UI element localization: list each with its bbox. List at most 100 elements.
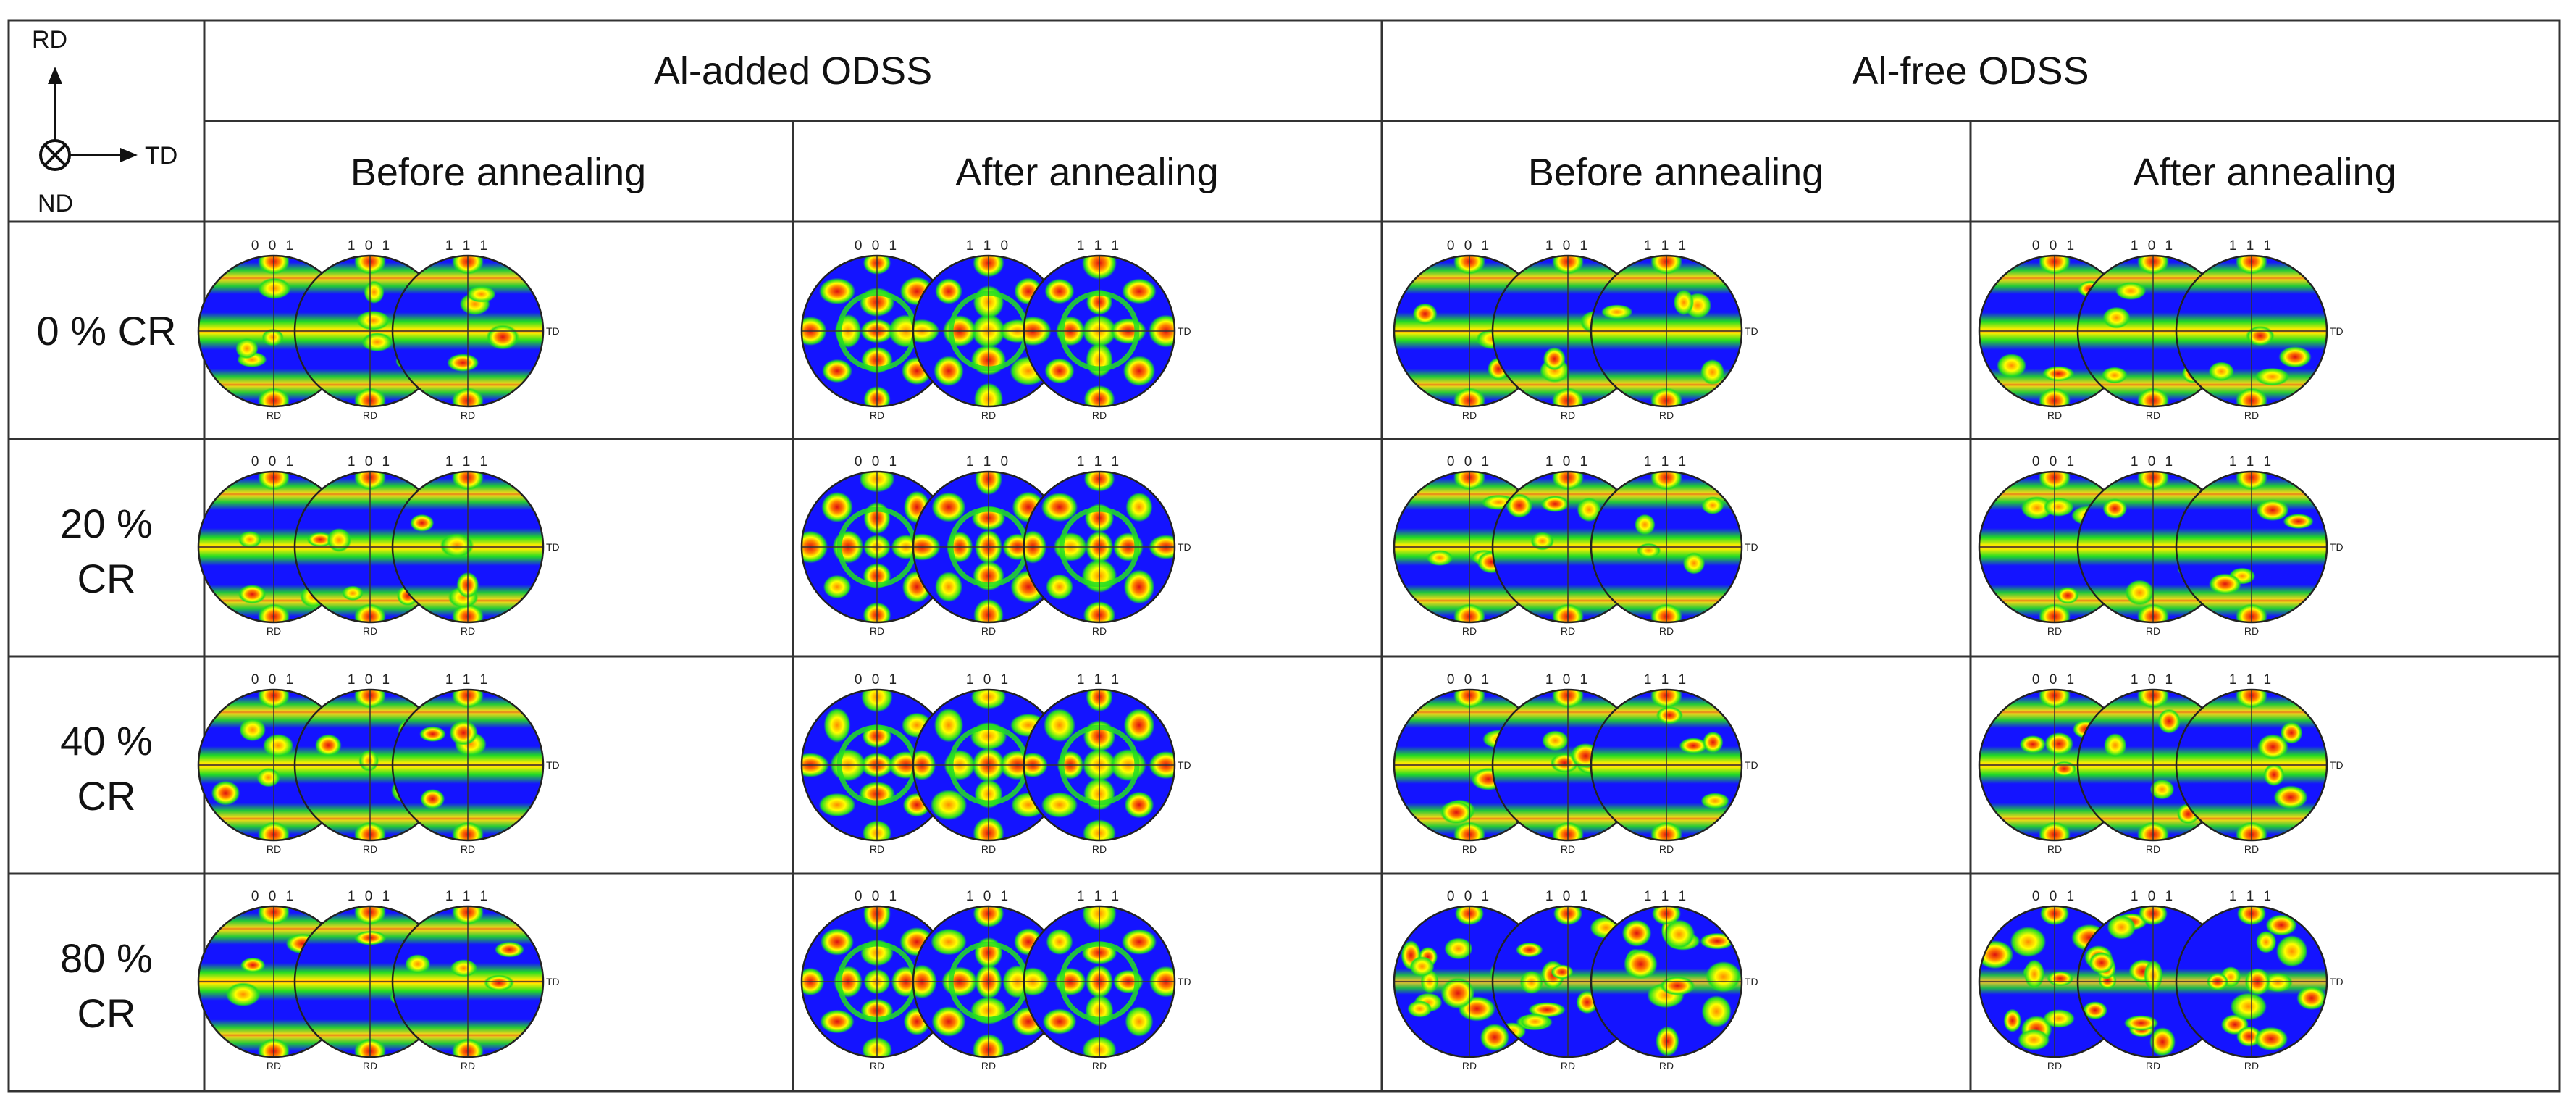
pole-figure: 1 1 1 RD TD <box>1590 454 1758 637</box>
rd-direction-label: RD <box>2146 843 2160 855</box>
group-header-al-free: Al-free ODSS <box>1852 49 2089 93</box>
rd-direction-label: RD <box>981 1060 996 1072</box>
pole-figure-label: 0 0 1 <box>2032 454 2077 469</box>
pole-figure-label: 1 1 0 <box>966 238 1011 254</box>
pole-figure: 1 1 1 RD TD <box>391 672 560 855</box>
rd-direction-label: RD <box>267 409 281 421</box>
rd-direction-label: RD <box>461 1060 475 1072</box>
rd-arrow-icon <box>48 67 62 84</box>
rd-direction-label: RD <box>1092 843 1107 855</box>
rd-direction-label: RD <box>2047 409 2062 421</box>
rd-direction-label: RD <box>2244 409 2259 421</box>
pole-figure-label: 1 1 1 <box>1077 672 1122 688</box>
pole-figure-label: 0 0 1 <box>855 238 899 254</box>
rd-direction-label: RD <box>1561 625 1575 637</box>
td-direction-label: TD <box>2330 325 2344 337</box>
td-arrow-icon <box>120 148 138 162</box>
pole-figure-label: 1 1 1 <box>1077 454 1122 469</box>
rd-direction-label: RD <box>1462 409 1477 421</box>
pole-figure-label: 1 0 1 <box>966 672 1011 688</box>
pole-figure-label: 1 1 1 <box>2229 238 2274 254</box>
rd-direction-label: RD <box>1462 1060 1477 1072</box>
rd-direction-label: RD <box>1659 625 1674 637</box>
td-direction-label: TD <box>1178 325 1191 337</box>
rd-direction-label: RD <box>981 843 996 855</box>
pole-figure-label: 0 0 1 <box>855 454 899 469</box>
pole-figure: 1 1 0RDTD <box>912 238 1081 421</box>
pole-figure: 1 1 1 RD TD <box>391 238 560 421</box>
pole-figure-label: 1 0 1 <box>2131 238 2176 254</box>
row-label-0: 0 % CR <box>37 308 177 354</box>
pole-figure-label: 1 1 1 <box>2229 454 2274 469</box>
pole-figure-label: 1 1 1 <box>1077 238 1122 254</box>
rd-direction-label: RD <box>870 409 884 421</box>
rd-direction-label: RD <box>267 843 281 855</box>
rd-direction-label: RD <box>1092 409 1107 421</box>
td-direction-label: TD <box>1745 541 1758 553</box>
row-label-40: 40 % <box>60 718 153 764</box>
pole-figure-label: 1 0 1 <box>348 238 393 254</box>
rd-direction-label: RD <box>1659 843 1674 855</box>
pole-figure-label: 1 1 1 <box>1077 889 1122 904</box>
condition-header: Before annealing <box>351 151 646 194</box>
rd-direction-label: RD <box>1092 625 1107 637</box>
row-label-20: CR <box>77 556 136 601</box>
pole-figure: 1 1 1 RD TD <box>2175 238 2344 421</box>
pole-figure: 1 1 1 RD TD <box>1023 672 1191 855</box>
pole-figure-label: 1 0 1 <box>966 889 1011 904</box>
pole-figure-label: 1 0 1 <box>2131 889 2176 904</box>
pole-figure-label: 1 0 1 <box>348 672 393 688</box>
rd-direction-label: RD <box>1462 625 1477 637</box>
td-axis-label: TD <box>145 142 177 170</box>
rd-direction-label: RD <box>461 625 475 637</box>
td-direction-label: TD <box>546 976 560 987</box>
pole-figure-label: 0 0 1 <box>251 672 296 688</box>
rd-direction-label: RD <box>1561 409 1575 421</box>
rd-direction-label: RD <box>2244 625 2259 637</box>
pole-figure-label: 1 0 1 <box>1545 889 1590 904</box>
rd-direction-label: RD <box>2146 409 2160 421</box>
group-header-al-added: Al-added ODSS <box>654 49 932 93</box>
condition-header: Before annealing <box>1528 151 1824 194</box>
td-direction-label: TD <box>1178 976 1191 987</box>
td-direction-label: TD <box>1178 541 1191 553</box>
pole-figure-label: 0 0 1 <box>2032 889 2077 904</box>
rd-direction-label: RD <box>1561 1060 1575 1072</box>
rd-direction-label: RD <box>981 409 996 421</box>
pole-figure-label: 1 1 1 <box>2229 672 2274 688</box>
rd-direction-label: RD <box>267 625 281 637</box>
pole-figure: 1 1 1 RD TD <box>391 454 560 637</box>
pole-figure-label: 1 1 1 <box>1644 238 1689 254</box>
rd-direction-label: RD <box>2047 1060 2062 1072</box>
rd-direction-label: RD <box>363 843 377 855</box>
rd-axis-label: RD <box>32 26 67 54</box>
pole-figure-label: 0 0 1 <box>1447 672 1492 688</box>
rd-direction-label: RD <box>870 1060 884 1072</box>
pole-figure-label: 1 1 1 <box>445 454 490 469</box>
rd-direction-label: RD <box>2244 1060 2259 1072</box>
condition-header: After annealing <box>2133 151 2396 194</box>
condition-header: After annealing <box>955 151 1218 194</box>
pole-figure: 1 1 1 RD TD <box>2175 454 2344 637</box>
row-label-40: CR <box>77 773 136 819</box>
pole-figure-label: 0 0 1 <box>855 889 899 904</box>
nd-axis-label: ND <box>38 190 73 217</box>
pole-figure: 1 1 1 RD TD <box>1590 672 1758 855</box>
rd-direction-label: RD <box>2047 843 2062 855</box>
rd-direction-label: RD <box>1561 843 1575 855</box>
pole-figure: 1 1 1 RD TD <box>391 889 560 1072</box>
rd-direction-label: RD <box>1659 1060 1674 1072</box>
rd-direction-label: RD <box>870 625 884 637</box>
rd-direction-label: RD <box>870 843 884 855</box>
pole-figure: 1 1 1 RD TD <box>1023 238 1191 421</box>
rd-direction-label: RD <box>1092 1060 1107 1072</box>
pole-figure-label: 1 1 1 <box>1644 672 1689 688</box>
td-direction-label: TD <box>1745 976 1758 987</box>
pole-figure-label: 1 1 1 <box>445 889 490 904</box>
pole-figure-label: 1 0 1 <box>1545 672 1590 688</box>
table-grid <box>7 19 2561 1093</box>
